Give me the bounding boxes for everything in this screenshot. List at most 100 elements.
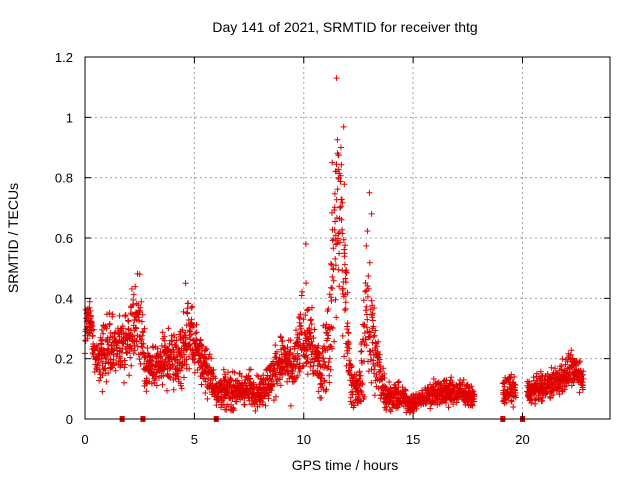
data-point xyxy=(308,338,315,345)
data-point xyxy=(539,394,546,401)
data-point xyxy=(167,374,174,381)
data-point xyxy=(289,368,296,375)
data-point xyxy=(373,343,380,350)
data-point xyxy=(324,335,331,342)
data-point xyxy=(165,354,172,361)
data-point xyxy=(184,310,191,317)
data-point xyxy=(347,394,354,401)
data-point xyxy=(300,316,307,323)
data-point xyxy=(114,344,121,351)
data-point xyxy=(93,365,100,372)
data-point xyxy=(110,356,117,363)
data-point xyxy=(547,395,554,401)
data-point xyxy=(88,312,95,319)
data-point xyxy=(278,334,284,341)
data-point xyxy=(307,330,314,336)
data-point xyxy=(336,250,343,257)
data-point xyxy=(287,346,294,353)
data-point xyxy=(120,325,126,332)
data-point xyxy=(125,318,132,325)
data-point xyxy=(335,152,342,159)
data-point xyxy=(277,382,284,389)
data-point xyxy=(279,337,286,344)
data-point xyxy=(338,216,345,223)
data-point xyxy=(274,348,280,355)
data-point xyxy=(128,362,135,369)
peak-point xyxy=(333,75,340,82)
data-point xyxy=(379,389,386,396)
data-point xyxy=(469,387,476,394)
data-point xyxy=(180,347,187,354)
data-point xyxy=(357,372,364,379)
data-point xyxy=(103,325,110,332)
data-point xyxy=(139,311,146,318)
data-point xyxy=(287,402,294,409)
data-point xyxy=(430,383,437,390)
data-point xyxy=(107,330,114,336)
data-point xyxy=(198,381,205,388)
data-point xyxy=(315,388,322,395)
data-point xyxy=(293,361,300,368)
data-point xyxy=(165,358,172,365)
data-point xyxy=(362,288,369,295)
data-point xyxy=(159,381,166,388)
data-point xyxy=(99,372,106,379)
data-point xyxy=(346,345,353,352)
data-point xyxy=(344,326,351,333)
data-point xyxy=(294,372,301,379)
data-point xyxy=(298,322,305,329)
data-point xyxy=(122,312,129,318)
data-point xyxy=(154,345,161,352)
data-point xyxy=(259,401,266,408)
data-point xyxy=(329,237,336,244)
data-point xyxy=(252,407,259,414)
data-point xyxy=(222,374,229,380)
data-point xyxy=(99,326,105,333)
data-point xyxy=(339,230,346,237)
data-point xyxy=(133,325,140,332)
data-point xyxy=(342,242,349,249)
peak-point xyxy=(302,241,309,247)
data-point xyxy=(469,402,476,409)
data-point xyxy=(460,376,467,383)
data-point xyxy=(512,382,519,389)
data-point xyxy=(203,356,209,363)
data-point xyxy=(140,349,146,356)
data-point xyxy=(316,350,323,357)
data-point xyxy=(537,368,544,375)
data-point xyxy=(577,358,583,365)
data-point xyxy=(359,380,366,386)
data-point xyxy=(271,397,277,404)
data-point xyxy=(339,332,346,339)
data-point xyxy=(579,371,586,378)
data-point xyxy=(165,325,172,332)
data-point xyxy=(144,345,151,352)
data-point xyxy=(137,304,144,311)
data-point xyxy=(227,376,234,383)
data-point xyxy=(304,306,311,313)
data-point xyxy=(309,304,315,311)
data-point xyxy=(343,269,350,276)
data-point xyxy=(568,347,575,354)
data-point xyxy=(341,307,348,314)
data-point xyxy=(445,404,452,411)
data-point xyxy=(363,324,370,331)
data-point xyxy=(499,380,506,387)
data-point xyxy=(342,305,349,312)
x-tick-label: 10 xyxy=(297,432,311,447)
data-point xyxy=(394,387,401,394)
data-point xyxy=(177,367,184,374)
data-point xyxy=(386,379,393,385)
data-point xyxy=(368,297,375,304)
data-point xyxy=(442,399,449,406)
data-point xyxy=(341,353,348,360)
data-point xyxy=(508,397,515,404)
data-point xyxy=(448,374,455,381)
data-point xyxy=(364,293,371,300)
data-point xyxy=(122,361,129,368)
data-point xyxy=(364,228,371,234)
x-tick-label: 20 xyxy=(515,432,529,447)
data-point xyxy=(132,283,139,290)
data-point xyxy=(326,291,333,298)
data-point xyxy=(365,285,372,292)
